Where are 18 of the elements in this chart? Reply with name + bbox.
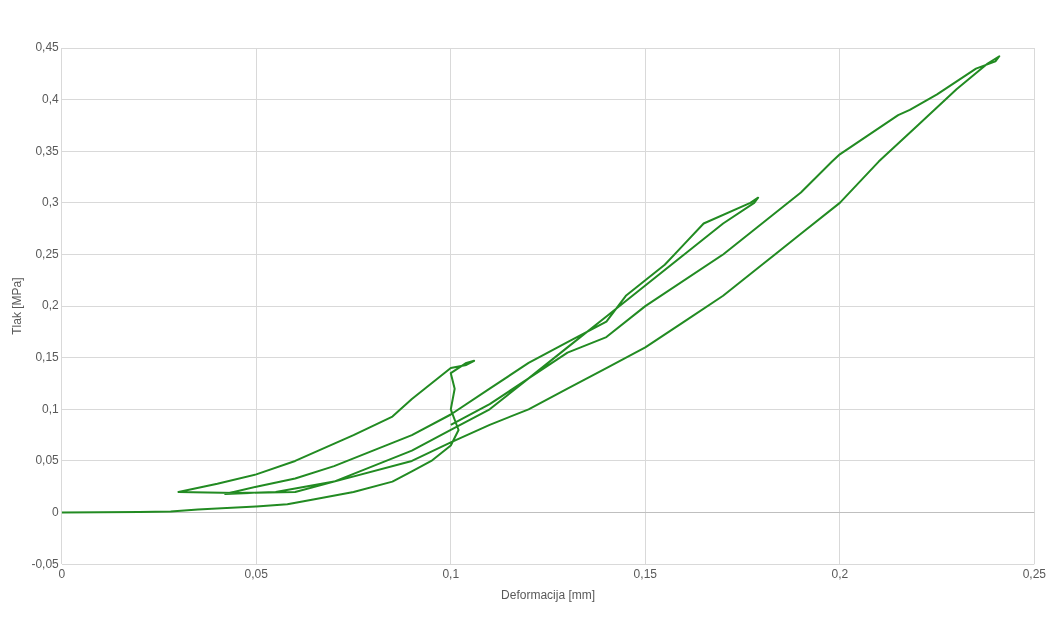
x-tick-label: 0,2 <box>831 566 849 581</box>
y-tick-label: 0,3 <box>42 195 60 210</box>
y-tick-label: 0,05 <box>35 453 60 468</box>
x-tick-label: 0,1 <box>442 566 460 581</box>
y-tick-label: 0,25 <box>35 246 60 261</box>
y-tick-label: 0,1 <box>42 401 60 416</box>
y-axis-title: Tlak [MPa] <box>9 277 24 335</box>
y-tick-label: 0,35 <box>35 143 60 158</box>
y-tick-label: 0,45 <box>35 40 60 55</box>
y-tick-label: -0,05 <box>31 556 60 571</box>
x-tick-label: 0,25 <box>1022 566 1047 581</box>
y-tick-label: 0,4 <box>42 91 60 106</box>
y-tick-label: 0,15 <box>35 350 60 365</box>
y-tick-label: 0,2 <box>42 298 60 313</box>
x-tick-label: 0,15 <box>633 566 658 581</box>
y-tick-label: 0 <box>52 504 60 519</box>
x-tick-label: 0,05 <box>244 566 269 581</box>
x-axis-title: Deformacija [mm] <box>501 588 596 603</box>
